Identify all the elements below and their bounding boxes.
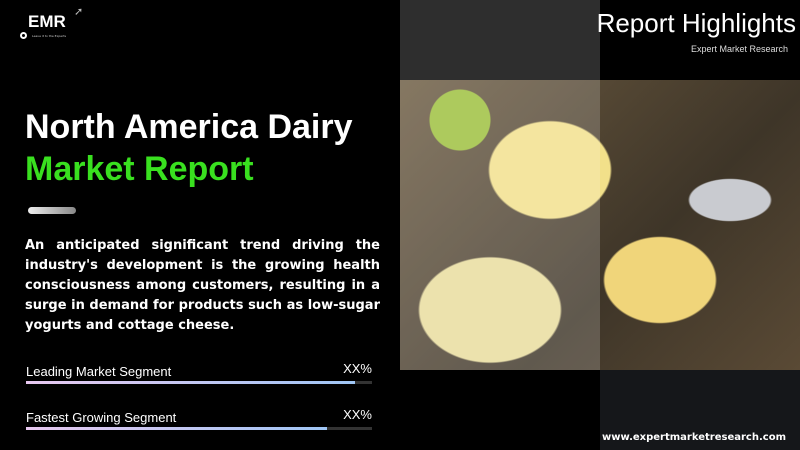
decorative-pill: [28, 207, 76, 214]
highlights-title: Report Highlights: [596, 8, 796, 38]
title-line1: North America Dairy: [25, 108, 353, 146]
segment-leading: Leading Market Segment XX%: [26, 361, 372, 384]
page-title: North America Dairy Market Report: [25, 106, 353, 190]
segment-value: XX%: [343, 407, 372, 422]
highlights-panel: [600, 0, 800, 80]
logo-tagline: Leave it to the Experts: [32, 34, 67, 38]
description: An anticipated significant trend driving…: [25, 238, 380, 333]
arrow-up-right-icon: ➚: [74, 5, 84, 18]
segment-value: XX%: [343, 361, 372, 376]
bottom-left-panel: [400, 370, 600, 450]
progress-track: [26, 381, 372, 384]
emr-logo: EMR ➚ Leave it to the Experts: [20, 6, 90, 40]
segment-fastest: Fastest Growing Segment XX%: [26, 407, 372, 430]
logo-ring-icon: [20, 32, 27, 39]
progress-fill: [26, 427, 328, 430]
website-link[interactable]: www.expertmarketresearch.com: [602, 432, 786, 443]
logo-text: EMR: [28, 12, 66, 31]
photo-overlay: [400, 0, 600, 370]
progress-track: [26, 427, 372, 430]
segment-label: Leading Market Segment: [26, 364, 172, 379]
footer-panel: [600, 370, 800, 450]
progress-fill: [26, 381, 355, 384]
dairy-cheese-photo: [400, 80, 800, 370]
highlights-subtitle: Expert Market Research: [690, 44, 788, 54]
title-line2: Market Report: [25, 150, 254, 188]
segment-label: Fastest Growing Segment: [26, 410, 177, 425]
